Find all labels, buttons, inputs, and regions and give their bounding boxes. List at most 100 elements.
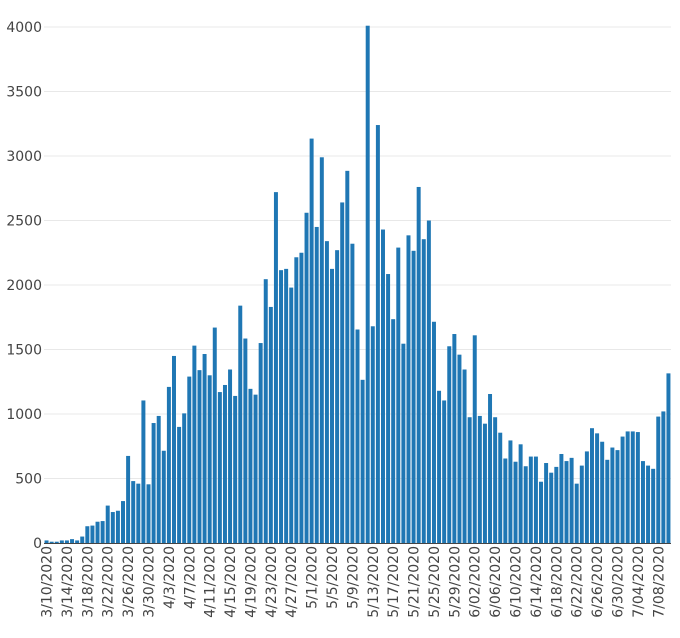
- x-tick-label: 5/9/2020: [345, 546, 361, 609]
- bar: [477, 415, 482, 543]
- bar: [115, 510, 120, 543]
- bar: [177, 426, 182, 543]
- bar: [452, 334, 457, 543]
- bar: [498, 432, 503, 543]
- bar: [411, 250, 416, 543]
- bar: [64, 540, 69, 543]
- bar: [95, 521, 100, 543]
- bar: [365, 25, 370, 543]
- bar: [472, 335, 477, 543]
- bar: [319, 157, 324, 544]
- bar: [482, 423, 487, 543]
- bar: [635, 432, 640, 543]
- y-tick-label: 500: [15, 472, 42, 488]
- bar: [75, 540, 80, 543]
- bar: [70, 539, 75, 543]
- x-tick-label: 3/26/2020: [121, 546, 137, 618]
- bars: [44, 25, 671, 544]
- bar: [442, 400, 447, 543]
- x-tick-label: 3/10/2020: [40, 546, 56, 618]
- bar: [549, 472, 554, 543]
- bar: [324, 241, 329, 543]
- x-tick-label: 4/15/2020: [223, 546, 239, 618]
- bar: [141, 400, 146, 543]
- y-tick-label: 3000: [6, 149, 42, 165]
- x-tick-label: 4/23/2020: [264, 546, 280, 618]
- bar: [90, 525, 95, 543]
- bar: [197, 370, 202, 543]
- bar: [615, 450, 620, 543]
- y-tick-label: 4000: [6, 20, 42, 36]
- x-tick-label: 6/06/2020: [488, 546, 504, 618]
- bar: [309, 138, 314, 543]
- x-tick-label: 4/3/2020: [162, 546, 178, 609]
- bar: [416, 186, 421, 543]
- bar: [126, 455, 131, 543]
- bar: [518, 444, 523, 543]
- x-tick-label: 3/22/2020: [101, 546, 117, 618]
- bar: [447, 346, 452, 543]
- bar: [661, 411, 666, 543]
- bar: [340, 202, 345, 543]
- x-axis-ticks: 3/10/2020 3/14/2020 3/18/2020 3/22/2020 3/26…: [40, 546, 668, 618]
- bar: [192, 345, 197, 543]
- bar: [202, 354, 207, 543]
- bar: [564, 461, 569, 543]
- bar: [253, 394, 258, 543]
- bar: [299, 252, 304, 543]
- bar: [161, 450, 166, 543]
- bar: [381, 229, 385, 543]
- bar: [182, 413, 187, 543]
- bar: [528, 456, 533, 543]
- bar: [620, 436, 625, 543]
- x-tick-label: 5/5/2020: [325, 546, 341, 609]
- y-tick-label: 3500: [6, 85, 42, 101]
- bar: [457, 354, 462, 543]
- bar: [263, 279, 268, 543]
- bar: [360, 379, 365, 543]
- bar: [187, 376, 192, 543]
- x-tick-label: 3/30/2020: [142, 546, 158, 618]
- y-tick-label: 0: [33, 536, 42, 552]
- bar: [584, 451, 589, 543]
- bar: [289, 287, 294, 543]
- bar: [146, 484, 151, 543]
- bar: [370, 326, 375, 543]
- x-tick-label: 6/18/2020: [549, 546, 565, 618]
- bar: [273, 192, 278, 543]
- bar: [431, 321, 436, 543]
- x-tick-label: 3/14/2020: [60, 546, 76, 618]
- bar: [421, 239, 426, 543]
- x-tick-label: 5/13/2020: [366, 546, 382, 618]
- bar: [401, 343, 406, 543]
- bar: [314, 226, 319, 543]
- bar: [630, 431, 635, 543]
- bar: [105, 505, 110, 543]
- bar: [80, 536, 85, 543]
- x-tick-label: 5/25/2020: [427, 546, 443, 618]
- bar: [166, 386, 171, 543]
- bar: [233, 395, 238, 543]
- bar: [508, 440, 513, 543]
- bar: [268, 306, 273, 543]
- bar: [569, 457, 574, 543]
- bar: [493, 417, 498, 543]
- bar: [610, 447, 615, 543]
- bar: [426, 220, 431, 543]
- bar: [523, 466, 528, 543]
- x-tick-label: 7/08/2020: [651, 546, 667, 618]
- bar: [406, 235, 411, 543]
- bar: [207, 375, 212, 543]
- bar: [467, 417, 472, 543]
- bar: [59, 540, 64, 543]
- bar: [590, 428, 594, 543]
- bar: [625, 431, 630, 543]
- bar: [396, 247, 401, 543]
- bar: [554, 466, 559, 543]
- bar: [462, 369, 467, 543]
- y-tick-label: 2500: [6, 214, 42, 230]
- bar: [243, 338, 248, 543]
- bar: [503, 458, 508, 543]
- bar: [651, 468, 656, 543]
